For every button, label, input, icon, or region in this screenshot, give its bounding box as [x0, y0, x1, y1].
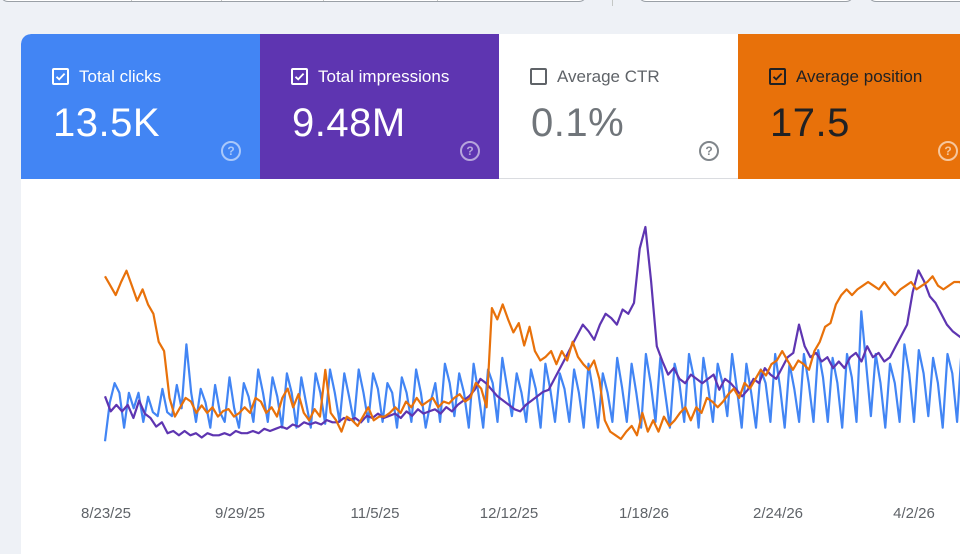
- metric-label: Total impressions: [318, 67, 450, 86]
- metric-label: Average CTR: [557, 67, 660, 86]
- x-tick-label: 11/5/25: [350, 505, 400, 522]
- metric-value: 9.48M: [292, 101, 406, 145]
- help-icon[interactable]: ?: [699, 141, 719, 161]
- series-line-total-clicks[interactable]: [103, 310, 960, 442]
- toolbar-divider: [612, 0, 613, 6]
- checkbox-unchecked-icon[interactable]: [530, 68, 547, 85]
- checkbox-checked-icon[interactable]: [291, 68, 308, 85]
- metric-card-total-clicks[interactable]: Total clicks 13.5K ?: [21, 34, 260, 179]
- metric-cards: Total clicks 13.5K ? Total impressions 9…: [21, 34, 960, 179]
- metric-label: Average position: [796, 67, 923, 86]
- series-line-total-impressions[interactable]: [103, 225, 960, 439]
- metric-value: 0.1%: [531, 101, 625, 145]
- performance-panel: Total clicks 13.5K ? Total impressions 9…: [21, 34, 960, 554]
- x-tick-label: 9/29/25: [214, 505, 266, 522]
- help-icon[interactable]: ?: [221, 141, 241, 161]
- top-toolbar: [0, 0, 960, 6]
- metric-value: 13.5K: [53, 101, 161, 145]
- chart-plot-area[interactable]: [21, 179, 960, 554]
- metric-label: Total clicks: [79, 67, 162, 86]
- filter-chip[interactable]: [638, 0, 854, 2]
- checkbox-checked-icon[interactable]: [769, 68, 786, 85]
- date-filter-segmented-control[interactable]: [0, 0, 587, 2]
- help-icon[interactable]: ?: [938, 141, 958, 161]
- metric-card-average-position[interactable]: Average position 17.5 ?: [738, 34, 960, 179]
- metric-card-average-ctr[interactable]: Average CTR 0.1% ?: [499, 34, 738, 179]
- metric-value: 17.5: [770, 101, 850, 145]
- metric-card-total-impressions[interactable]: Total impressions 9.48M ?: [260, 34, 499, 179]
- checkbox-checked-icon[interactable]: [52, 68, 69, 85]
- help-icon[interactable]: ?: [460, 141, 480, 161]
- filter-chip-secondary[interactable]: [868, 0, 960, 2]
- x-tick-label: 1/18/26: [618, 505, 670, 522]
- x-tick-label: 8/23/25: [80, 505, 132, 522]
- x-tick-label: 12/12/25: [479, 505, 539, 522]
- series-line-average-position[interactable]: [104, 269, 960, 441]
- performance-chart[interactable]: 8/23/25 9/29/25 11/5/25 12/12/25 1/18/26 2/24…: [21, 179, 960, 554]
- x-tick-label: 2/24/26: [752, 505, 804, 522]
- x-tick-label: 4/2/26: [893, 505, 935, 522]
